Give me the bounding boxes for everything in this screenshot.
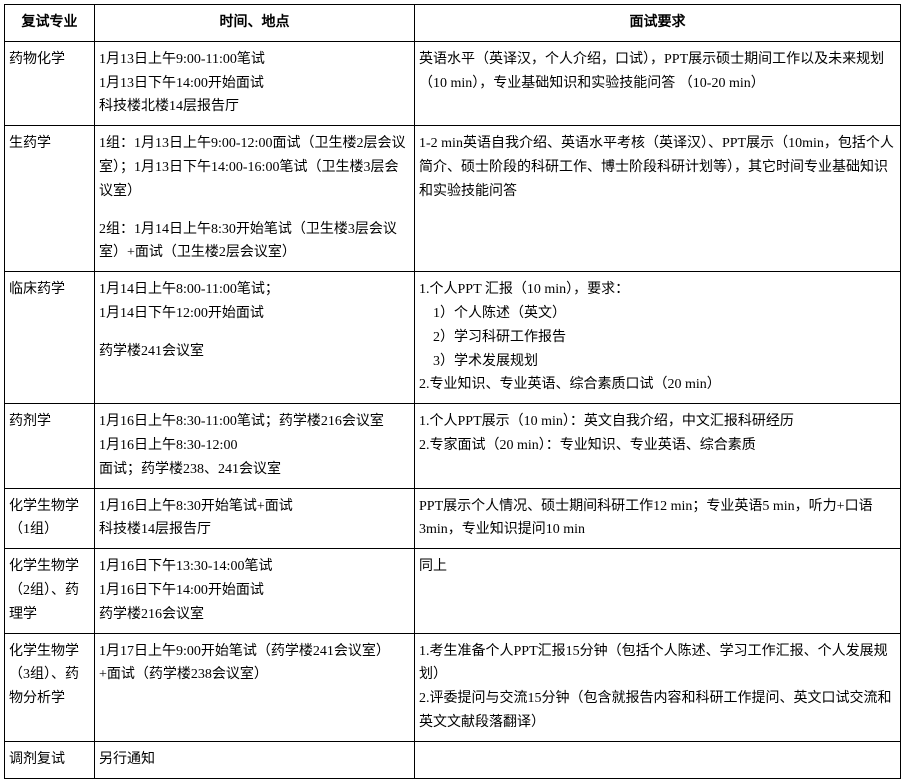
cell-major: 生药学 <box>5 126 95 272</box>
header-major: 复试专业 <box>5 5 95 42</box>
table-row: 化学生物学（3组）、药物分析学1月17日上午9:00开始笔试（药学楼241会议室… <box>5 633 901 741</box>
requirement-line: 1.个人PPT 汇报（10 min），要求： <box>419 278 896 302</box>
schedule-line: 1月16日上午8:30-12:00 <box>99 434 410 458</box>
cell-requirements: PPT展示个人情况、硕士期间科研工作12 min；专业英语5 min，听力+口语… <box>415 488 901 549</box>
cell-schedule: 1月16日上午8:30-11:00笔试；药学楼216会议室1月16日上午8:30… <box>95 404 415 488</box>
schedule-line: 1月16日下午14:00开始面试 <box>99 579 410 603</box>
cell-major: 药物化学 <box>5 41 95 125</box>
header-row: 复试专业 时间、地点 面试要求 <box>5 5 901 42</box>
cell-major: 药剂学 <box>5 404 95 488</box>
schedule-line: 2组：1月14日上午8:30开始笔试（卫生楼3层会议室）+面试（卫生楼2层会议室… <box>99 218 410 266</box>
cell-requirements: 1.考生准备个人PPT汇报15分钟（包括个人陈述、学习工作汇报、个人发展规划）2… <box>415 633 901 741</box>
table-row: 药剂学1月16日上午8:30-11:00笔试；药学楼216会议室1月16日上午8… <box>5 404 901 488</box>
schedule-line: 1月14日下午12:00开始面试 <box>99 302 410 326</box>
cell-schedule: 1月16日上午8:30开始笔试+面试科技楼14层报告厅 <box>95 488 415 549</box>
schedule-line <box>99 204 410 218</box>
header-schedule: 时间、地点 <box>95 5 415 42</box>
cell-requirements: 1.个人PPT 汇报（10 min），要求： 1）个人陈述（英文） 2）学习科研… <box>415 272 901 404</box>
cell-major: 临床药学 <box>5 272 95 404</box>
cell-requirements: 英语水平（英译汉，个人介绍，口试），PPT展示硕士期间工作以及未来规划（10 m… <box>415 41 901 125</box>
schedule-line: 1月17日上午9:00开始笔试（药学楼241会议室）+面试（药学楼238会议室） <box>99 640 410 688</box>
cell-major: 调剂复试 <box>5 741 95 778</box>
schedule-line: 科技楼北楼14层报告厅 <box>99 95 410 119</box>
schedule-line <box>99 326 410 340</box>
cell-major: 化学生物学（2组）、药理学 <box>5 549 95 633</box>
table-body: 药物化学1月13日上午9:00-11:00笔试1月13日下午14:00开始面试科… <box>5 41 901 778</box>
cell-requirements <box>415 741 901 778</box>
table-row: 调剂复试另行通知 <box>5 741 901 778</box>
cell-requirements: 同上 <box>415 549 901 633</box>
table-row: 生药学1组：1月13日上午9:00-12:00面试（卫生楼2层会议室）；1月13… <box>5 126 901 272</box>
requirement-line: 2）学习科研工作报告 <box>419 326 896 350</box>
requirement-line: 2.专业知识、专业英语、综合素质口试（20 min） <box>419 373 896 397</box>
cell-schedule: 1月16日下午13:30-14:00笔试1月16日下午14:00开始面试药学楼2… <box>95 549 415 633</box>
cell-requirements: 1-2 min英语自我介绍、英语水平考核（英译汉）、PPT展示（10min，包括… <box>415 126 901 272</box>
table-row: 化学生物学（1组）1月16日上午8:30开始笔试+面试科技楼14层报告厅PPT展… <box>5 488 901 549</box>
requirement-line: 1.个人PPT展示（10 min）：英文自我介绍，中文汇报科研经历 <box>419 410 896 434</box>
requirement-line: 1-2 min英语自我介绍、英语水平考核（英译汉）、PPT展示（10min，包括… <box>419 132 896 203</box>
header-requirements: 面试要求 <box>415 5 901 42</box>
requirement-line: PPT展示个人情况、硕士期间科研工作12 min；专业英语5 min，听力+口语… <box>419 495 896 543</box>
cell-schedule: 1月13日上午9:00-11:00笔试1月13日下午14:00开始面试科技楼北楼… <box>95 41 415 125</box>
schedule-line: 面试；药学楼238、241会议室 <box>99 458 410 482</box>
cell-schedule: 1月17日上午9:00开始笔试（药学楼241会议室）+面试（药学楼238会议室） <box>95 633 415 741</box>
cell-schedule: 另行通知 <box>95 741 415 778</box>
schedule-line: 1月14日上午8:00-11:00笔试； <box>99 278 410 302</box>
requirement-line: 英语水平（英译汉，个人介绍，口试），PPT展示硕士期间工作以及未来规划（10 m… <box>419 48 896 96</box>
requirement-line: 2.评委提问与交流15分钟（包含就报告内容和科研工作提问、英文口试交流和英文文献… <box>419 687 896 735</box>
cell-schedule: 1组：1月13日上午9:00-12:00面试（卫生楼2层会议室）；1月13日下午… <box>95 126 415 272</box>
schedule-line: 1月16日上午8:30-11:00笔试；药学楼216会议室 <box>99 410 410 434</box>
table-row: 临床药学1月14日上午8:00-11:00笔试；1月14日下午12:00开始面试… <box>5 272 901 404</box>
requirement-line: 1.考生准备个人PPT汇报15分钟（包括个人陈述、学习工作汇报、个人发展规划） <box>419 640 896 688</box>
schedule-line: 1月13日上午9:00-11:00笔试 <box>99 48 410 72</box>
schedule-line: 1月16日下午13:30-14:00笔试 <box>99 555 410 579</box>
schedule-line: 科技楼14层报告厅 <box>99 518 410 542</box>
cell-requirements: 1.个人PPT展示（10 min）：英文自我介绍，中文汇报科研经历2.专家面试（… <box>415 404 901 488</box>
schedule-table: 复试专业 时间、地点 面试要求 药物化学1月13日上午9:00-11:00笔试1… <box>4 4 901 779</box>
schedule-line: 1月16日上午8:30开始笔试+面试 <box>99 495 410 519</box>
table-row: 化学生物学（2组）、药理学1月16日下午13:30-14:00笔试1月16日下午… <box>5 549 901 633</box>
schedule-line: 药学楼216会议室 <box>99 603 410 627</box>
cell-major: 化学生物学（1组） <box>5 488 95 549</box>
schedule-line: 1月13日下午14:00开始面试 <box>99 72 410 96</box>
cell-major: 化学生物学（3组）、药物分析学 <box>5 633 95 741</box>
cell-schedule: 1月14日上午8:00-11:00笔试；1月14日下午12:00开始面试 药学楼… <box>95 272 415 404</box>
requirement-line: 2.专家面试（20 min）：专业知识、专业英语、综合素质 <box>419 434 896 458</box>
table-row: 药物化学1月13日上午9:00-11:00笔试1月13日下午14:00开始面试科… <box>5 41 901 125</box>
requirement-line: 3）学术发展规划 <box>419 350 896 374</box>
requirement-line: 同上 <box>419 555 896 579</box>
schedule-line: 药学楼241会议室 <box>99 340 410 364</box>
requirement-line: 1）个人陈述（英文） <box>419 302 896 326</box>
schedule-line: 另行通知 <box>99 748 410 772</box>
schedule-line: 1组：1月13日上午9:00-12:00面试（卫生楼2层会议室）；1月13日下午… <box>99 132 410 203</box>
